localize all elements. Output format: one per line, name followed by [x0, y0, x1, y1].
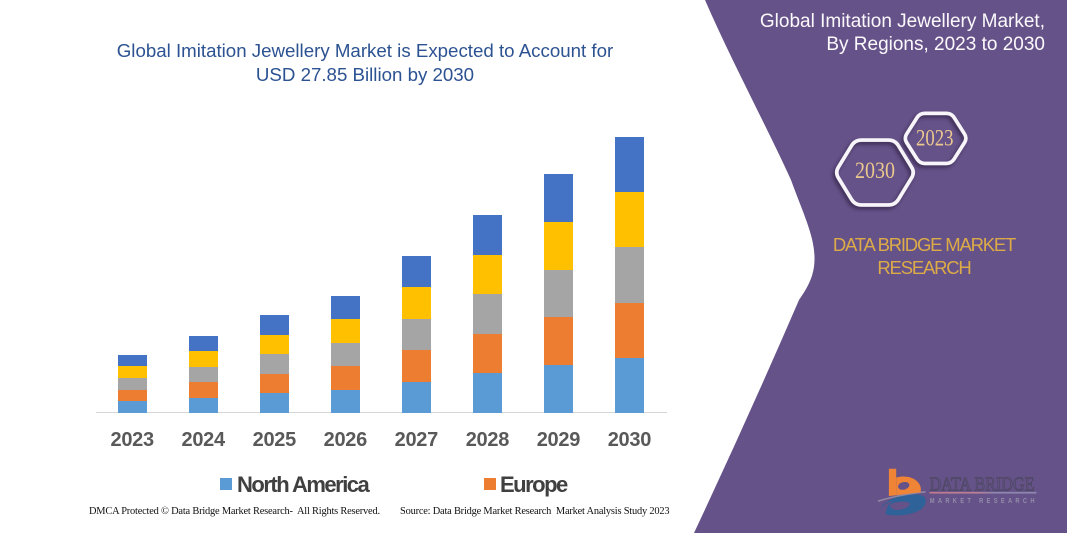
- svg-text:2023: 2023: [916, 126, 954, 152]
- svg-text:MARKET RESEARCH: MARKET RESEARCH: [930, 498, 1038, 505]
- svg-text:2030: 2030: [855, 158, 895, 184]
- svg-text:DATA BRIDGE: DATA BRIDGE: [930, 475, 1035, 496]
